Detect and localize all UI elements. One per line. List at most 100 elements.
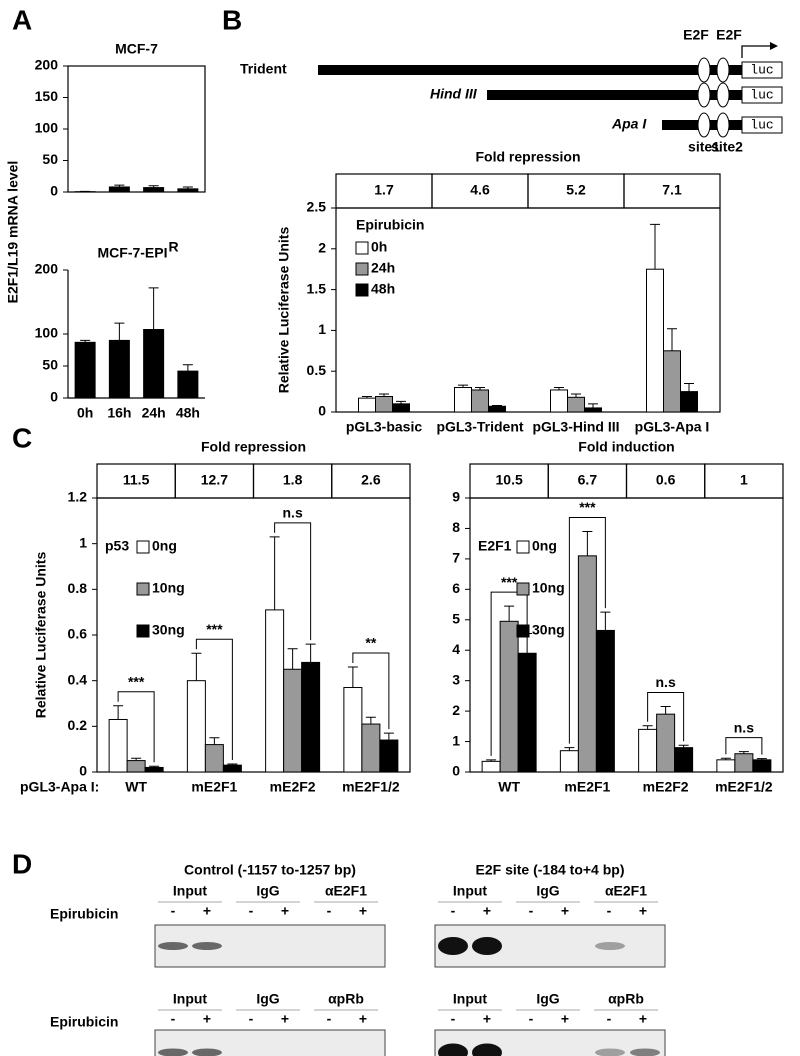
header-value: 2.6 <box>361 472 381 488</box>
construct-bar <box>487 90 742 100</box>
bar <box>143 187 165 193</box>
error-bar <box>582 530 593 556</box>
header-cell <box>623 173 721 209</box>
gel-band <box>158 942 188 950</box>
significance-bracket <box>274 522 312 641</box>
x-tick-label: pGL3-Trident <box>436 419 523 435</box>
minus-sign: - <box>529 903 534 919</box>
bar-group <box>550 387 568 413</box>
gel-image <box>434 1029 666 1056</box>
construct-name: Apa I <box>611 116 647 132</box>
bar-group <box>559 747 579 773</box>
bar <box>577 555 597 773</box>
header-title: Fold repression <box>201 439 306 455</box>
header-value: 0.6 <box>656 472 676 488</box>
y-tick-label: 1 <box>318 321 326 337</box>
significance-bracket <box>352 652 390 730</box>
gel-band <box>630 1048 660 1056</box>
significance-bracket <box>490 591 528 756</box>
chart-title: MCF-7-EPI <box>98 245 168 261</box>
bar <box>595 629 615 773</box>
e2f-site <box>697 57 711 83</box>
bar-group <box>143 185 165 193</box>
y-tick-label: 200 <box>35 57 59 73</box>
y-tick-label: 0 <box>318 403 326 419</box>
bar <box>301 661 321 773</box>
x-tick-label: 0h <box>77 405 93 421</box>
error-bar <box>80 339 91 343</box>
error-bar <box>684 382 694 392</box>
header-value: 10.5 <box>496 472 523 488</box>
bar <box>752 759 772 773</box>
bar-group <box>222 763 242 773</box>
error-bar <box>362 395 372 399</box>
gel-title: E2F site (-184 to+4 bp) <box>476 862 625 878</box>
x-tick-label: 24h <box>142 405 166 421</box>
bar-group <box>567 393 585 413</box>
bar-group <box>595 611 615 773</box>
bar <box>358 397 376 413</box>
construct-name: Hind III <box>430 86 478 102</box>
plus-sign: + <box>561 903 569 919</box>
lane-group-label: αE2F1 <box>605 883 647 899</box>
gel-band <box>192 1048 222 1056</box>
error-bar <box>383 732 394 741</box>
luc-box <box>741 61 783 79</box>
error-bar <box>492 404 502 407</box>
bar-group <box>488 404 506 413</box>
y-axis-label: E2F1/L19 mRNA level <box>5 161 21 304</box>
x-tick-label: 48h <box>176 405 200 421</box>
gel-image <box>154 924 386 968</box>
bar-group <box>638 725 658 773</box>
bar <box>734 753 754 773</box>
error-bar <box>588 403 598 408</box>
error-bar <box>347 666 358 688</box>
error-bar <box>678 744 689 748</box>
bar-group <box>716 757 736 773</box>
bar <box>680 391 698 413</box>
gel-band <box>472 937 502 955</box>
error-bar <box>650 223 660 270</box>
y-tick-label: 50 <box>42 151 58 167</box>
error-bar <box>182 364 193 372</box>
bar <box>379 739 399 773</box>
bar-group <box>74 339 96 399</box>
significance-label: ** <box>365 635 376 651</box>
significance-label: n.s <box>283 505 303 521</box>
error-bar <box>148 185 159 188</box>
bar-group <box>126 757 146 773</box>
significance-bracket <box>647 692 685 742</box>
bar-group <box>471 387 489 413</box>
bar-group <box>265 536 285 773</box>
x-tick-label: mE2F2 <box>270 779 316 795</box>
bar-group <box>674 744 694 773</box>
gel-image <box>154 1029 386 1056</box>
lane-group-label: αE2F1 <box>325 883 367 899</box>
y-tick-label: 6 <box>452 580 460 596</box>
bar-group <box>358 395 376 413</box>
bar-group <box>283 648 303 773</box>
bar <box>375 395 393 413</box>
bar <box>481 760 501 773</box>
header-cell <box>704 463 784 499</box>
bar <box>186 680 206 773</box>
bar-group <box>108 184 130 193</box>
significance-bracket <box>568 516 606 744</box>
bar <box>108 718 128 773</box>
error-bar <box>114 184 125 187</box>
lane-group-label: IgG <box>536 883 559 899</box>
bar-group <box>646 223 664 413</box>
significance-label: *** <box>206 621 223 637</box>
bar-group <box>584 403 602 413</box>
y-tick-label: 0.4 <box>68 671 88 687</box>
bar <box>74 341 96 399</box>
bar-group <box>74 190 96 193</box>
x-tick-label: pGL3-basic <box>346 419 422 435</box>
significance-bracket <box>195 638 233 761</box>
chart-title: MCF-7 <box>115 41 158 57</box>
y-tick-label: 0 <box>50 389 58 405</box>
e2f-site <box>716 82 730 108</box>
bar <box>559 750 579 773</box>
y-tick-label: 4 <box>452 641 460 657</box>
